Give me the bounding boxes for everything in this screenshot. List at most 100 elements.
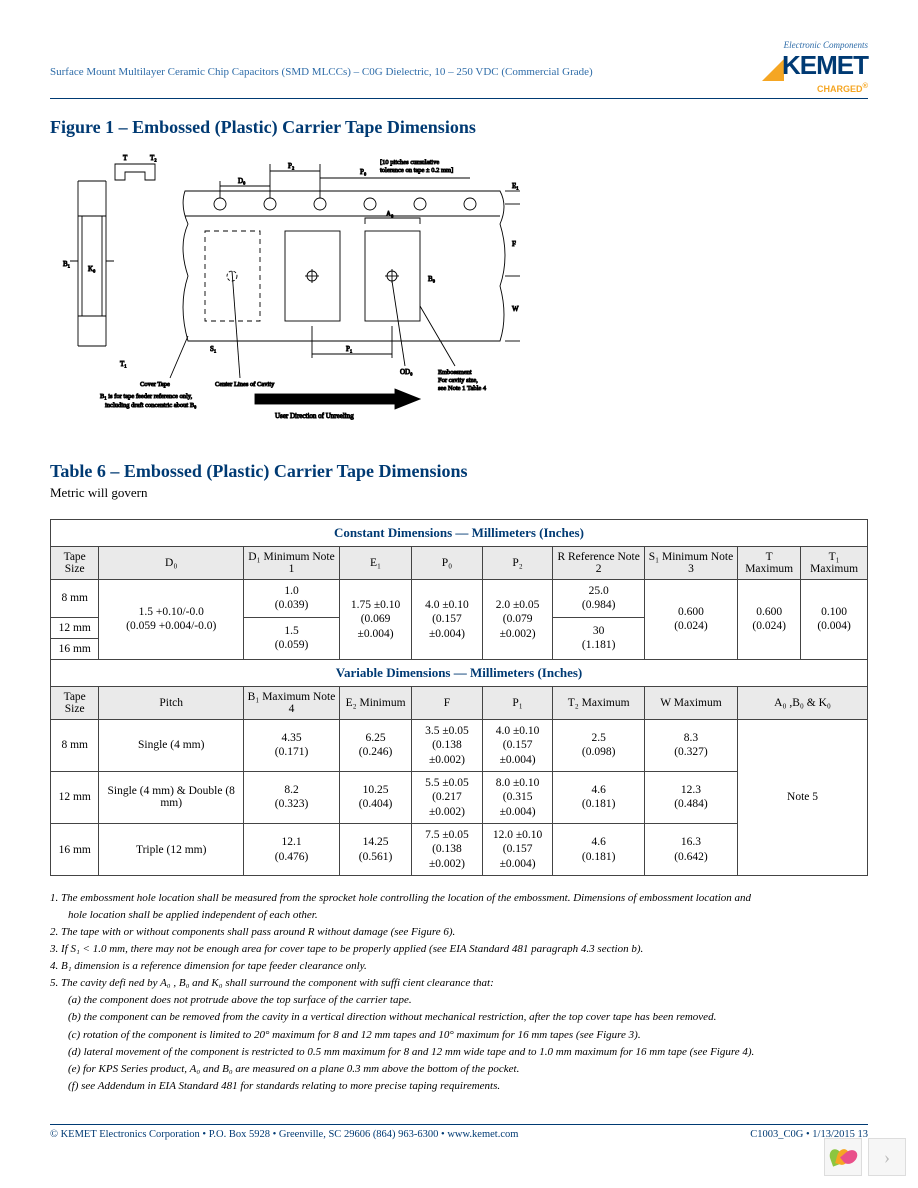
- page-footer: © KEMET Electronics Corporation • P.O. B…: [50, 1124, 868, 1140]
- col-header: R Reference Note 2: [553, 547, 644, 580]
- svg-text:D₀: D₀: [238, 177, 246, 185]
- note-line: (c) rotation of the component is limited…: [50, 1027, 868, 1044]
- col-header: Tape Size: [51, 686, 99, 719]
- note-line: (e) for KPS Series product, A₀ and B₀ ar…: [50, 1061, 868, 1078]
- table-cell: 4.0 ±0.10(0.157 ±0.004): [482, 719, 553, 771]
- svg-text:T₂: T₂: [150, 154, 157, 162]
- col-header: D₀: [99, 547, 244, 580]
- note-line: 4. B₁ dimension is a reference dimension…: [50, 958, 868, 975]
- svg-text:A₀: A₀: [386, 210, 394, 218]
- svg-text:see Note 1 Table 4: see Note 1 Table 4: [438, 385, 487, 392]
- table-cell: 12.3(0.484): [644, 771, 737, 823]
- table-cell: 0.600(0.024): [644, 580, 737, 660]
- note-line: (d) lateral movement of the component is…: [50, 1044, 868, 1061]
- table-cell: 4.35(0.171): [244, 719, 340, 771]
- logo-slash-icon: [762, 59, 784, 81]
- table-cell: 7.5 ±0.05(0.138 ±0.002): [412, 824, 483, 876]
- next-page-button[interactable]: ›: [868, 1138, 906, 1176]
- table-cell: 1.5(0.059): [244, 617, 340, 659]
- table-cell: 25.0(0.984): [553, 580, 644, 618]
- col-header: B₁ Maximum Note 4: [244, 686, 340, 719]
- col-header: F: [412, 686, 483, 719]
- table-cell: 14.25(0.561): [339, 824, 411, 876]
- col-header: W Maximum: [644, 686, 737, 719]
- svg-text:User Direction of Unreeling: User Direction of Unreeling: [275, 412, 354, 420]
- variable-header: Variable Dimensions — Millimeters (Inche…: [51, 659, 868, 686]
- svg-text:K₀: K₀: [88, 265, 96, 273]
- table-cell: 16 mm: [51, 638, 99, 659]
- table-cell: Note 5: [738, 719, 868, 875]
- note-line: (a) the component does not protrude abov…: [50, 992, 868, 1009]
- col-header: Tape Size: [51, 547, 99, 580]
- col-header: P₀: [412, 547, 483, 580]
- svg-text:W: W: [512, 305, 519, 313]
- col-header: T₁ Maximum: [801, 547, 868, 580]
- table-cell: 8.2(0.323): [244, 771, 340, 823]
- svg-text:B₀: B₀: [428, 275, 436, 283]
- table-cell: 4.6(0.181): [553, 771, 644, 823]
- doc-title: Surface Mount Multilayer Ceramic Chip Ca…: [50, 40, 593, 78]
- table-cell: 6.25(0.246): [339, 719, 411, 771]
- table-cell: 12 mm: [51, 617, 99, 638]
- svg-text:B₁ is for tape feeder referenc: B₁ is for tape feeder reference only,: [100, 393, 193, 400]
- note-line: (f) see Addendum in EIA Standard 481 for…: [50, 1078, 868, 1095]
- table-cell: 8 mm: [51, 580, 99, 618]
- table-cell: 12 mm: [51, 771, 99, 823]
- table-cell: 8.0 ±0.10(0.315 ±0.004): [482, 771, 553, 823]
- constant-header: Constant Dimensions — Millimeters (Inche…: [51, 520, 868, 547]
- svg-text:For cavity size,: For cavity size,: [438, 377, 478, 384]
- table-cell: 1.5 +0.10/-0.0(0.059 +0.004/-0.0): [99, 580, 244, 660]
- note-line: 5. The cavity defi ned by A₀ , B₀ and K₀…: [50, 975, 868, 992]
- table-cell: Single (4 mm): [99, 719, 244, 771]
- table-notes: 1. The embossment hole location shall be…: [50, 890, 868, 1095]
- svg-text:S₁: S₁: [210, 345, 216, 353]
- table-cell: 10.25(0.404): [339, 771, 411, 823]
- note-line: (b) the component can be removed from th…: [50, 1009, 868, 1026]
- table-cell: 0.100(0.004): [801, 580, 868, 660]
- note-line: 3. If S₁ < 1.0 mm, there may not be enou…: [50, 941, 868, 958]
- dimensions-table: Constant Dimensions — Millimeters (Inche…: [50, 519, 868, 876]
- table-cell: 5.5 ±0.05(0.217 ±0.002): [412, 771, 483, 823]
- table-cell: 4.6(0.181): [553, 824, 644, 876]
- page-header: Surface Mount Multilayer Ceramic Chip Ca…: [50, 40, 868, 99]
- col-header: T₂ Maximum: [553, 686, 644, 719]
- viewer-controls: ›: [824, 1138, 906, 1176]
- table-cell: 12.1(0.476): [244, 824, 340, 876]
- col-header: D₁ Minimum Note 1: [244, 547, 340, 580]
- viewer-logo-icon[interactable]: [824, 1138, 862, 1176]
- table-cell: 2.0 ±0.05(0.079 ±0.002): [482, 580, 553, 660]
- table-cell: 2.5(0.098): [553, 719, 644, 771]
- svg-text:OD₀: OD₀: [400, 368, 413, 376]
- note-line: 2. The tape with or without components s…: [50, 924, 868, 941]
- figure-title: Figure 1 – Embossed (Plastic) Carrier Ta…: [50, 117, 868, 138]
- svg-text:Center Lines of Cavity: Center Lines of Cavity: [215, 381, 275, 388]
- col-header: P₂: [482, 547, 553, 580]
- note-line: 1. The embossment hole location shall be…: [50, 890, 868, 907]
- col-header: Pitch: [99, 686, 244, 719]
- table-cell: 16 mm: [51, 824, 99, 876]
- table-subtitle: Metric will govern: [50, 485, 868, 501]
- col-header: E₁: [339, 547, 411, 580]
- col-header: S₁ Minimum Note 3: [644, 547, 737, 580]
- svg-text:E₁: E₁: [512, 182, 519, 190]
- table-cell: 8.3(0.327): [644, 719, 737, 771]
- footer-left: © KEMET Electronics Corporation • P.O. B…: [50, 1129, 518, 1140]
- table-cell: 16.3(0.642): [644, 824, 737, 876]
- svg-text:P₁: P₁: [346, 345, 352, 353]
- carrier-tape-diagram: T T₂ B₁ K₀ T₁ D₀: [60, 146, 868, 431]
- logo-text: KEMET: [782, 50, 868, 80]
- svg-text:tolerance on tape ± 0.2 mm]: tolerance on tape ± 0.2 mm]: [380, 167, 453, 174]
- svg-text:[10 pitches cumulative: [10 pitches cumulative: [380, 159, 439, 166]
- svg-text:Embossment: Embossment: [438, 369, 472, 376]
- table-cell: 8 mm: [51, 719, 99, 771]
- note-line: hole location shall be applied independe…: [50, 907, 868, 924]
- col-header: P₁: [482, 686, 553, 719]
- col-header: E₂ Minimum: [339, 686, 411, 719]
- table-cell: 4.0 ±0.10(0.157 ±0.004): [412, 580, 483, 660]
- logo-tagline: Electronic Components: [762, 40, 868, 50]
- svg-text:B₁: B₁: [63, 260, 70, 268]
- table-cell: 0.600(0.024): [738, 580, 801, 660]
- table-cell: Triple (12 mm): [99, 824, 244, 876]
- table-cell: 12.0 ±0.10(0.157 ±0.004): [482, 824, 553, 876]
- table-cell: 30(1.181): [553, 617, 644, 659]
